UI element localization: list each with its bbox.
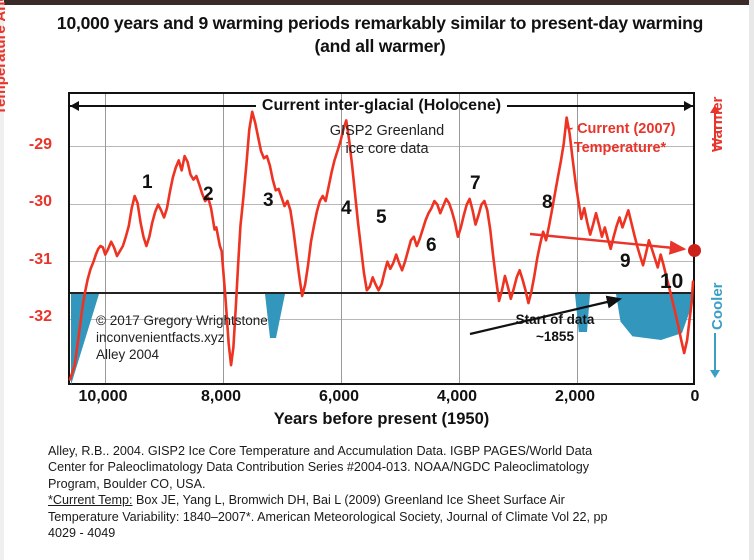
copyright-note: © 2017 Gregory Wrightstone inconvenientf… (96, 312, 268, 363)
right-border-strip (749, 0, 754, 560)
peak-label-7: 7 (470, 173, 481, 194)
current-temperature-dot (688, 244, 701, 257)
holocene-span-annotation: Current inter-glacial (Holocene) (70, 95, 693, 117)
copyright-line2: inconvenientfacts.xyz (96, 330, 225, 345)
cooler-arrow-icon (710, 333, 720, 378)
y-tick-label: -31 (28, 251, 52, 268)
footnote-block: Alley, R.B.. 2004. GISP2 Ice Core Temper… (48, 443, 718, 541)
current-temperature-note: ~ Current (2007) Temperature* (530, 120, 710, 158)
top-border-strip (0, 0, 754, 5)
x-axis-title: Years before present (1950) (273, 410, 490, 428)
footnote-line-2: Center for Paleoclimatology Data Contrib… (48, 460, 590, 475)
current-temp-line2: Temperature* (573, 140, 667, 156)
cold-fill-region (575, 294, 590, 332)
left-border-strip (0, 0, 4, 560)
cooler-label: Cooler (709, 282, 726, 330)
y-tick-label: -30 (28, 193, 52, 210)
x-tick-label: 6,000 (318, 388, 360, 405)
footnote-line-5: Temperature Variability: 1840–2007*. Ame… (48, 509, 608, 524)
start-of-data-line1: Start of data (515, 312, 595, 327)
peak-label-8: 8 (542, 192, 553, 213)
x-tick-label: 8,000 (200, 388, 242, 405)
peak-label-5: 5 (376, 207, 387, 228)
footnote-line-4: *Current Temp: Box JE, Yang L, Bromwich … (48, 492, 718, 508)
peak-label-2: 2 (203, 184, 214, 205)
footnote-line-1: Alley, R.B.. 2004. GISP2 Ice Core Temper… (48, 444, 593, 458)
peak-label-6: 6 (426, 235, 437, 256)
gisp2-source-note: GISP2 Greenland ice core data (312, 122, 462, 158)
y-tick-label: -29 (28, 136, 52, 153)
x-tick-label: 0 (690, 388, 700, 405)
gridline-vertical (223, 94, 224, 383)
x-tick-label: 10,000 (78, 388, 128, 405)
y-axis-title: Temperature Anomaly (C°) (0, 0, 9, 115)
start-of-data-note: Start of data ~1855 (495, 311, 615, 345)
holocene-arrow-left (70, 101, 256, 111)
start-of-data-line2: ~1855 (536, 329, 574, 344)
footnote-line-6: 4029 - 4049 (48, 526, 116, 541)
gridline-vertical (459, 94, 460, 383)
warmer-label: Warmer (709, 96, 726, 152)
gisp2-note-line2: ice core data (345, 141, 429, 157)
current-temp-footnote-text: Box JE, Yang L, Bromwich DH, Bai L (2009… (132, 493, 565, 508)
peak-label-4: 4 (341, 198, 352, 219)
gridline-horizontal (70, 261, 693, 262)
current-temp-footnote-label: *Current Temp: (48, 493, 133, 508)
page-title: 10,000 years and 9 warming periods remar… (56, 13, 704, 56)
peak-label-1: 1 (142, 172, 153, 193)
current-temp-line1: ~ Current (2007) (564, 121, 676, 137)
x-tick-label: 2,000 (554, 388, 596, 405)
gisp2-note-line1: GISP2 Greenland (329, 123, 445, 139)
gridline-vertical (105, 94, 106, 383)
gridline-vertical (341, 94, 342, 383)
peak-label-3: 3 (263, 190, 274, 211)
footnote-line-3: Program, Boulder CO, USA. (48, 476, 206, 491)
holocene-label: Current inter-glacial (Holocene) (261, 97, 502, 114)
warmer-arrow-icon (710, 105, 720, 150)
baseline-reference-line (70, 292, 693, 294)
y-tick-label: -32 (28, 308, 52, 325)
peak-label-9: 9 (620, 251, 631, 272)
gridline-horizontal (70, 319, 693, 320)
gridline-horizontal (70, 204, 693, 205)
gridline-horizontal (70, 146, 693, 147)
copyright-line3: Alley 2004 (96, 347, 160, 362)
x-tick-label: 4,000 (436, 388, 478, 405)
plot-area: Current inter-glacial (Holocene) (68, 92, 695, 385)
copyright-line1: © 2017 Gregory Wrightstone (96, 313, 268, 328)
peak-label-10: 10 (660, 270, 684, 293)
current-temp-pointer (469, 232, 687, 336)
temperature-series (68, 110, 695, 381)
holocene-arrow-right (507, 101, 693, 111)
